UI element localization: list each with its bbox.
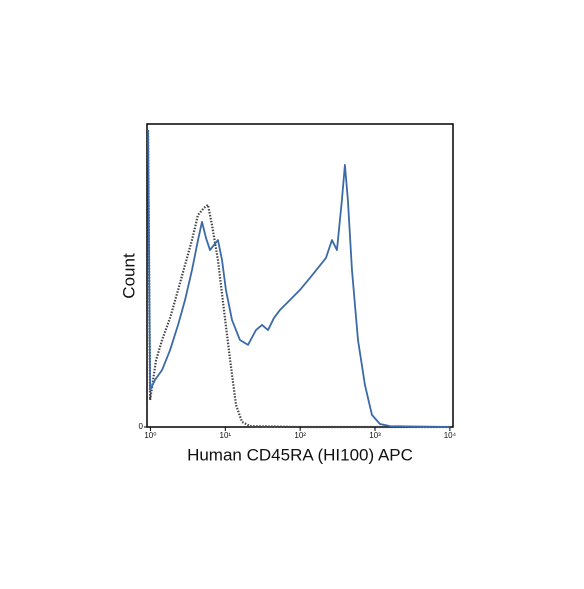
plot-frame <box>146 123 454 428</box>
x-tick-label: 10² <box>294 431 306 440</box>
x-axis-label: Human CD45RA (HI100) APC <box>187 445 413 464</box>
x-tick-label: 10³ <box>369 431 381 440</box>
y-axis-label: Count <box>119 253 138 299</box>
series-line <box>146 130 450 429</box>
y-tick-label: 0 <box>139 422 144 431</box>
series-line <box>147 130 450 428</box>
x-tick-label: 10¹ <box>220 431 232 440</box>
x-tick-label: 10⁴ <box>444 431 457 440</box>
x-tick-label: 10⁰ <box>144 431 156 440</box>
